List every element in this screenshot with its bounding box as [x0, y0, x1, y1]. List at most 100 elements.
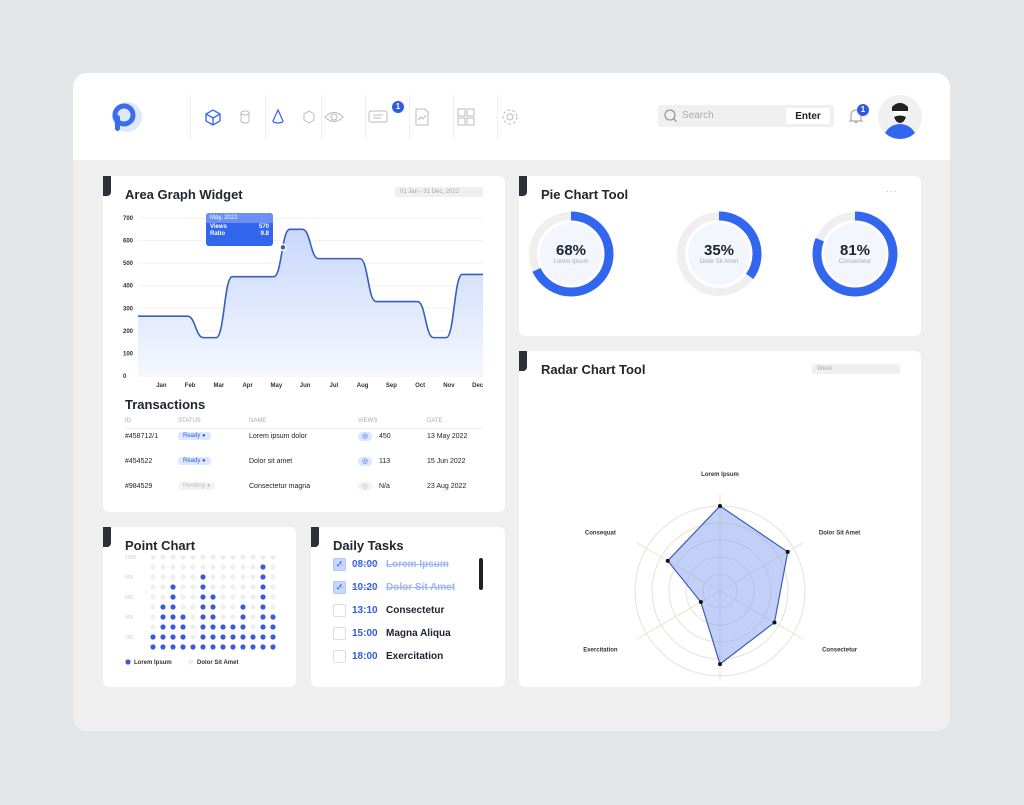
y-tick-label: 600: [123, 239, 134, 245]
date-range-select[interactable]: 01 Jan - 31 Dec, 2022: [395, 187, 483, 197]
task-item[interactable]: 18:00 Exercitation: [333, 650, 443, 663]
x-tick-label: Jun: [300, 383, 311, 389]
y-tick-label: 300: [123, 306, 134, 312]
point-filled: [170, 644, 176, 650]
x-tick-label: Nov: [443, 383, 455, 389]
nav-report-button[interactable]: [409, 95, 433, 139]
point-filled: [200, 584, 206, 590]
nav-database-button[interactable]: [233, 95, 257, 139]
nav-cone-button[interactable]: [265, 95, 289, 139]
area-title: Area Graph Widget: [125, 187, 243, 202]
status-text: Ready: [183, 433, 201, 439]
donut-inner: [540, 223, 602, 285]
task-time: 08:00: [352, 559, 378, 570]
point-empty: [250, 574, 256, 580]
donut-percent: 35%: [703, 242, 735, 259]
task-label: Exercitation: [386, 651, 444, 662]
point-empty: [250, 564, 256, 570]
radar-axis-label: Exercitation: [583, 648, 618, 654]
point-filled: [240, 614, 246, 620]
point-empty: [190, 574, 196, 580]
nav-gear-button[interactable]: [497, 95, 521, 139]
tooltip-ratio: 9.8: [260, 231, 269, 237]
nav-cube-button[interactable]: [190, 95, 234, 139]
nav-grid-button[interactable]: [453, 95, 477, 139]
donut-inner: [824, 223, 886, 285]
point-empty: [230, 564, 236, 570]
nav-chat-button[interactable]: [365, 95, 389, 139]
y-tick-label: 200: [125, 635, 134, 641]
point-empty: [170, 574, 176, 580]
task-checkbox[interactable]: [333, 650, 346, 663]
task-label: Consectetur: [386, 605, 445, 616]
column-header: STATUS: [178, 418, 201, 424]
pie-title: Pie Chart Tool: [541, 187, 629, 202]
task-checkbox[interactable]: ✓: [333, 581, 346, 594]
point-empty: [250, 624, 256, 630]
nav-box-button[interactable]: [297, 95, 321, 139]
status-text: Pending: [183, 483, 206, 489]
tx-views: 450: [379, 433, 391, 440]
eye-icon: [323, 112, 344, 122]
tx-views: 113: [379, 458, 391, 465]
donut-value: 81: [839, 242, 857, 259]
search-box[interactable]: Search Enter: [658, 105, 834, 127]
radar-axis: [719, 590, 805, 640]
radar-axis: [635, 542, 721, 592]
point-filled: [270, 614, 276, 620]
enter-button[interactable]: Enter: [786, 108, 830, 124]
radar-point: [665, 558, 670, 563]
task-checkbox[interactable]: ✓: [333, 558, 346, 571]
point-filled: [260, 624, 266, 630]
messages-badge: 1: [392, 101, 404, 113]
point-empty: [190, 634, 196, 640]
y-tick-label: 800: [125, 575, 134, 581]
point-empty: [180, 594, 186, 600]
period-select[interactable]: Week: [812, 364, 900, 374]
radar-axis-label: Consectetur: [822, 648, 858, 654]
panel-tab: [103, 176, 111, 196]
avatar[interactable]: [878, 95, 922, 139]
column-header: ID: [125, 418, 131, 424]
task-checkbox[interactable]: [333, 604, 346, 617]
notification-badge: 1: [857, 104, 869, 116]
task-item[interactable]: 15:00 Magna Aliqua: [333, 627, 451, 640]
point-empty: [160, 574, 166, 580]
point-empty: [190, 594, 196, 600]
status-badge: Ready ●: [178, 432, 211, 440]
point-filled: [200, 614, 206, 620]
tx-date: 15 Jun 2022: [427, 458, 466, 465]
task-item[interactable]: ✓ 10:20 Dolor Sit Amet: [333, 581, 455, 594]
x-tick-label: Jan: [156, 383, 167, 389]
donut-label: Consectetur: [838, 259, 872, 265]
legend-label: Dolor Sit Amet: [197, 660, 238, 666]
point-filled: [250, 644, 256, 650]
task-checkbox[interactable]: [333, 627, 346, 640]
radar-title: Radar Chart Tool: [541, 362, 646, 377]
point-empty: [190, 614, 196, 620]
search-input[interactable]: Search: [682, 110, 714, 121]
point-filled: [250, 634, 256, 640]
donut-label: Dolor Sit Amet: [699, 259, 739, 265]
point-title: Point Chart: [125, 538, 196, 553]
grid-icon: [457, 108, 474, 126]
y-tick-label: 400: [125, 615, 134, 621]
point-empty: [150, 604, 156, 610]
scrollbar[interactable]: [479, 558, 483, 590]
point-empty: [250, 614, 256, 620]
donut-chart: [676, 211, 762, 297]
task-item[interactable]: 13:10 Consectetur: [333, 604, 444, 617]
nav-eye-button[interactable]: [321, 95, 345, 139]
column-header: VIEWS: [358, 418, 378, 424]
point-filled: [200, 574, 206, 580]
task-item[interactable]: ✓ 08:00 Lorem Ipsum: [333, 558, 449, 571]
donut-chart: [812, 211, 898, 297]
point-empty: [220, 584, 226, 590]
point-filled: [260, 604, 266, 610]
y-tick-label: 600: [125, 595, 134, 601]
point-empty: [220, 574, 226, 580]
point-empty: [170, 555, 176, 560]
more-menu-button[interactable]: ...: [886, 184, 898, 195]
search-icon: [664, 109, 677, 122]
point-filled: [210, 594, 216, 600]
